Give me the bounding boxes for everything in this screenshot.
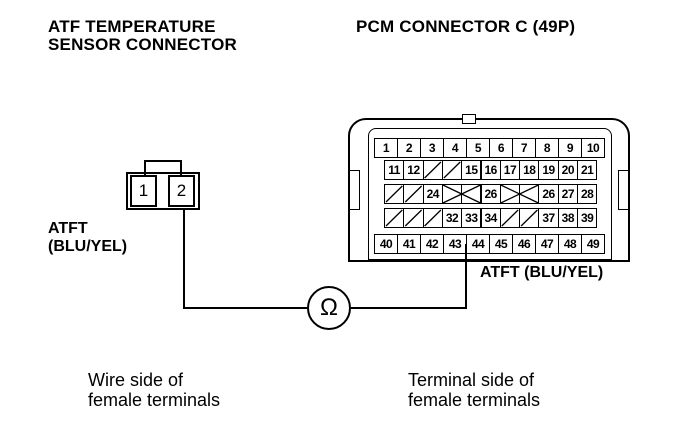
pcm-pin-cell: 49: [581, 234, 605, 254]
right-caption-line1: Terminal side of: [408, 370, 535, 390]
pcm-pin-cell: 26: [480, 184, 501, 204]
pcm-pin-cell: 42: [420, 234, 444, 254]
pcm-pin-cell: 18: [519, 160, 540, 180]
pcm-pin-cell: 6: [489, 138, 513, 158]
pcm-pin-cell: 33: [461, 208, 482, 228]
pcm-pin-cell: [519, 208, 540, 228]
pcm-pin-cell: 7: [512, 138, 536, 158]
pcm-pin-cell: 20: [557, 160, 578, 180]
pcm-pin-cell: 43: [443, 234, 467, 254]
left-wire-label: ATFT (BLU/YEL): [48, 220, 127, 256]
left-caption-line1: Wire side of: [88, 370, 184, 390]
pcm-pin-cell: 2: [397, 138, 421, 158]
pcm-pin-cell: 4: [443, 138, 467, 158]
pcm-pin-cell: 3: [420, 138, 444, 158]
pcm-pin-cell: 21: [577, 160, 598, 180]
pcm-pin-cell: 17: [499, 160, 521, 180]
pcm-pin-cell: 8: [535, 138, 559, 158]
right-caption-line2: female terminals: [408, 390, 541, 410]
pcm-pin-cell: 40: [374, 234, 398, 254]
pcm-pin-cell: 9: [558, 138, 582, 158]
wire-right-horizontal: [351, 307, 466, 309]
left-wire-label-line1: ATFT: [48, 220, 88, 237]
pcm-pin-cell: 46: [512, 234, 536, 254]
pcm-pin-cell: [441, 160, 463, 180]
right-wire-label: ATFT (BLU/YEL): [480, 264, 604, 281]
pcm-pin-cell: 37: [538, 208, 559, 228]
pcm-connector-title: PCM CONNECTOR C (49P): [356, 17, 576, 36]
pcm-pin-cell: 32: [441, 208, 463, 228]
wire-right-vertical: [465, 244, 467, 309]
right-caption: Terminal side of female terminals: [408, 370, 540, 410]
pcm-pin-cell: 34: [480, 208, 501, 228]
pcm-pin-cell: [403, 208, 424, 228]
ohm-icon: Ω: [320, 294, 338, 321]
pcm-pin-cell: 48: [558, 234, 582, 254]
atf-connector-title: ATF TEMPERATURE SENSOR CONNECTOR: [48, 18, 237, 54]
pcm-pin-cell: 24: [422, 184, 443, 204]
pcm-pin-cell: 47: [535, 234, 559, 254]
sensor-pin-2: 2: [168, 175, 195, 207]
left-caption-line2: female terminals: [88, 390, 221, 410]
pcm-connector-right-flange: [618, 170, 630, 210]
pcm-connector-housing: [348, 118, 630, 262]
pcm-pin-cell: [499, 208, 521, 228]
pcm-pin-cell: 41: [397, 234, 421, 254]
pcm-pin-cell: 45: [489, 234, 513, 254]
pcm-connector-tab: [462, 114, 476, 124]
pcm-pin-cell: 16: [480, 160, 501, 180]
pcm-pin-cell: [384, 208, 405, 228]
pcm-pin-cell: [499, 184, 521, 204]
atf-connector-title-line1: ATF TEMPERATURE: [48, 17, 216, 36]
pcm-pin-cell: 27: [557, 184, 578, 204]
pcm-pin-cell: [384, 184, 405, 204]
wire-left-vertical: [183, 210, 185, 308]
pcm-pin-cell: 1: [374, 138, 398, 158]
atf-connector-title-line2: SENSOR CONNECTOR: [48, 35, 237, 54]
sensor-pin-1: 1: [130, 175, 157, 207]
pcm-pin-cell: 44: [466, 234, 490, 254]
pcm-pin-cell: [422, 160, 443, 180]
pcm-pin-cell: 15: [461, 160, 482, 180]
sensor-connector-body: [126, 172, 200, 210]
pcm-pin-cell: 28: [577, 184, 598, 204]
pcm-pin-cell: 38: [557, 208, 578, 228]
left-caption: Wire side of female terminals: [88, 370, 220, 410]
pcm-pin-cell: [403, 184, 424, 204]
wire-left-horizontal: [183, 307, 307, 309]
pcm-pin-cell: 39: [577, 208, 598, 228]
left-wire-label-line2: (BLU/YEL): [48, 238, 128, 255]
pcm-pin-cell: 11: [384, 160, 405, 180]
pcm-connector-inner: [368, 128, 612, 260]
pcm-pin-cell: [519, 184, 540, 204]
pcm-pin-cell: [461, 184, 482, 204]
pcm-pin-cell: 10: [581, 138, 605, 158]
pcm-pin-cell: 12: [403, 160, 424, 180]
pcm-pin-cell: [441, 184, 463, 204]
pcm-pin-cell: 19: [538, 160, 559, 180]
pcm-pin-cell: [422, 208, 443, 228]
sensor-connector-latch: [144, 160, 182, 176]
pcm-pin-cell: 26: [538, 184, 559, 204]
pcm-connector-left-flange: [348, 170, 360, 210]
ohmmeter: Ω: [307, 286, 351, 330]
pcm-pin-cell: 5: [466, 138, 490, 158]
